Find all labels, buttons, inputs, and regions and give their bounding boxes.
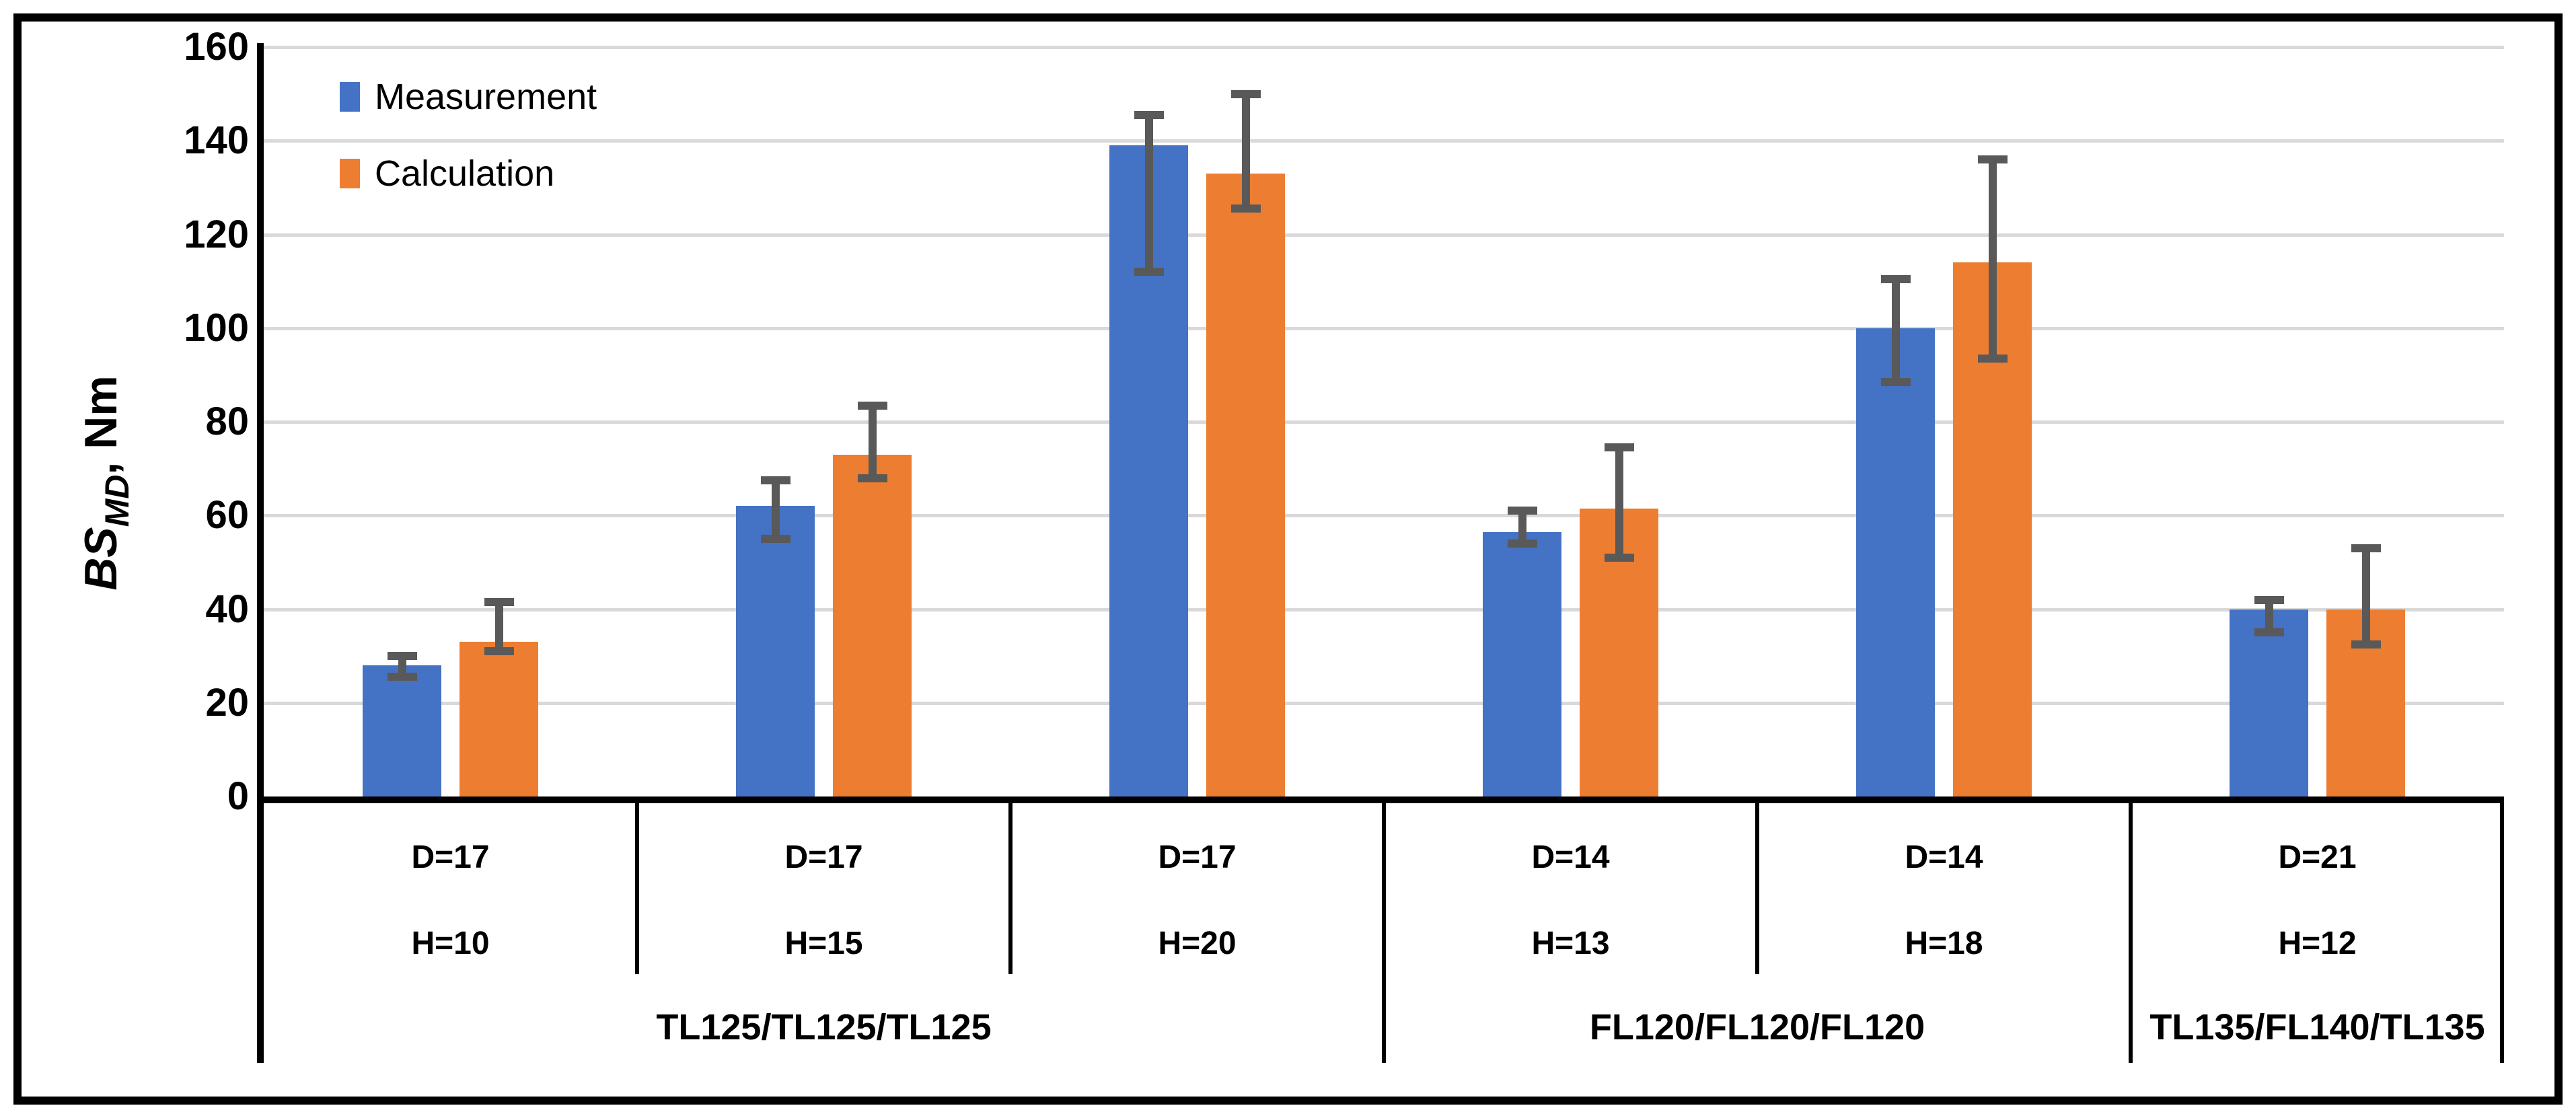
error-bar-cap-bottom-calculation-4 bbox=[1605, 554, 1634, 562]
legend-label-calculation: Calculation bbox=[375, 153, 555, 194]
legend-swatch-calculation bbox=[340, 159, 360, 188]
error-bar-stem-calculation-1 bbox=[495, 602, 503, 651]
x-group-label-3: TL135/FL140/TL135 bbox=[2149, 1007, 2485, 1047]
bar-calculation-1 bbox=[459, 642, 538, 796]
bar-measurement-4 bbox=[1483, 532, 1561, 796]
x-category-label-h-4: H=13 bbox=[1531, 926, 1610, 961]
error-bar-stem-measurement-4 bbox=[1518, 511, 1526, 544]
bar-measurement-2 bbox=[736, 506, 815, 796]
error-bar-cap-bottom-measurement-4 bbox=[1508, 540, 1537, 548]
error-bar-cap-bottom-calculation-1 bbox=[484, 647, 514, 655]
x-category-label-h-3: H=20 bbox=[1158, 926, 1237, 961]
y-tick-label-0: 0 bbox=[227, 774, 249, 818]
bar-measurement-1 bbox=[363, 665, 441, 796]
legend-item-measurement: Measurement bbox=[340, 78, 597, 116]
error-bar-cap-top-calculation-6 bbox=[2351, 544, 2381, 552]
y-tick-label-20: 20 bbox=[205, 681, 249, 725]
category-divider-5 bbox=[2129, 803, 2133, 1063]
x-category-label-d-2: D=17 bbox=[784, 840, 863, 875]
gridline-160 bbox=[264, 46, 2504, 49]
bar-measurement-6 bbox=[2230, 609, 2308, 797]
bar-calculation-3 bbox=[1206, 174, 1285, 796]
gridline-120 bbox=[264, 233, 2504, 237]
x-category-label-d-4: D=14 bbox=[1531, 840, 1610, 875]
x-category-label-d-5: D=14 bbox=[1905, 840, 1983, 875]
category-divider-1 bbox=[635, 803, 639, 974]
error-bar-stem-measurement-2 bbox=[772, 480, 780, 539]
gridline-100 bbox=[264, 327, 2504, 330]
y-tick-label-120: 120 bbox=[184, 213, 249, 256]
y-tick-label-40: 40 bbox=[205, 587, 249, 631]
x-category-label-d-6: D=21 bbox=[2278, 840, 2357, 875]
error-bar-cap-top-measurement-1 bbox=[388, 652, 417, 660]
x-category-label-d-1: D=17 bbox=[411, 840, 490, 875]
y-tick-label-140: 140 bbox=[184, 118, 249, 162]
error-bar-stem-calculation-4 bbox=[1615, 447, 1623, 558]
error-bar-cap-bottom-calculation-3 bbox=[1231, 205, 1261, 213]
category-divider-right bbox=[2500, 803, 2504, 1063]
legend-item-calculation: Calculation bbox=[340, 155, 554, 192]
category-divider-3 bbox=[1382, 803, 1386, 1063]
bar-calculation-2 bbox=[833, 455, 912, 796]
error-bar-cap-top-measurement-5 bbox=[1881, 275, 1911, 283]
x-category-label-d-3: D=17 bbox=[1158, 840, 1237, 875]
error-bar-stem-measurement-1 bbox=[398, 656, 406, 677]
error-bar-cap-bottom-calculation-2 bbox=[858, 474, 887, 482]
x-category-label-h-2: H=15 bbox=[784, 926, 863, 961]
error-bar-stem-measurement-5 bbox=[1892, 279, 1900, 382]
error-bar-cap-bottom-measurement-3 bbox=[1134, 268, 1164, 276]
y-tick-label-60: 60 bbox=[205, 493, 249, 537]
gridline-80 bbox=[264, 420, 2504, 424]
error-bar-stem-calculation-3 bbox=[1242, 94, 1250, 209]
error-bar-cap-bottom-calculation-5 bbox=[1978, 355, 2008, 363]
gridline-40 bbox=[264, 608, 2504, 611]
error-bar-stem-calculation-2 bbox=[869, 406, 877, 478]
bar-measurement-5 bbox=[1856, 328, 1935, 796]
x-category-label-h-5: H=18 bbox=[1905, 926, 1983, 961]
category-divider-2 bbox=[1008, 803, 1013, 974]
y-axis-line bbox=[257, 43, 264, 1063]
error-bar-cap-bottom-calculation-6 bbox=[2351, 640, 2381, 648]
gridline-60 bbox=[264, 514, 2504, 517]
error-bar-cap-top-calculation-3 bbox=[1231, 90, 1261, 98]
gridline-20 bbox=[264, 702, 2504, 705]
error-bar-cap-top-measurement-6 bbox=[2254, 596, 2284, 604]
error-bar-cap-top-measurement-3 bbox=[1134, 111, 1164, 119]
gridline-140 bbox=[264, 139, 2504, 143]
error-bar-stem-measurement-3 bbox=[1145, 115, 1153, 272]
error-bar-stem-measurement-6 bbox=[2265, 600, 2273, 633]
x-axis-line bbox=[257, 796, 2504, 803]
error-bar-stem-calculation-6 bbox=[2362, 548, 2370, 644]
x-category-label-h-6: H=12 bbox=[2278, 926, 2357, 961]
y-tick-label-80: 80 bbox=[205, 400, 249, 443]
error-bar-cap-bottom-measurement-2 bbox=[761, 535, 790, 543]
y-tick-label-160: 160 bbox=[184, 25, 249, 69]
error-bar-cap-top-calculation-4 bbox=[1605, 443, 1634, 451]
error-bar-cap-bottom-measurement-5 bbox=[1881, 378, 1911, 386]
x-group-label-1: TL125/TL125/TL125 bbox=[656, 1007, 992, 1047]
error-bar-cap-top-measurement-2 bbox=[761, 476, 790, 484]
error-bar-cap-top-calculation-2 bbox=[858, 402, 887, 410]
error-bar-cap-bottom-measurement-1 bbox=[388, 673, 417, 681]
error-bar-cap-top-measurement-4 bbox=[1508, 507, 1537, 515]
category-divider-4 bbox=[1755, 803, 1759, 974]
error-bar-cap-top-calculation-1 bbox=[484, 598, 514, 606]
legend-swatch-measurement bbox=[340, 82, 360, 112]
error-bar-stem-calculation-5 bbox=[1989, 159, 1997, 359]
error-bar-cap-bottom-measurement-6 bbox=[2254, 628, 2284, 636]
legend-label-measurement: Measurement bbox=[375, 77, 597, 117]
x-category-label-h-1: H=10 bbox=[411, 926, 490, 961]
y-tick-label-100: 100 bbox=[184, 306, 249, 350]
x-group-label-2: FL120/FL120/FL120 bbox=[1589, 1007, 1925, 1047]
error-bar-cap-top-calculation-5 bbox=[1978, 155, 2008, 163]
